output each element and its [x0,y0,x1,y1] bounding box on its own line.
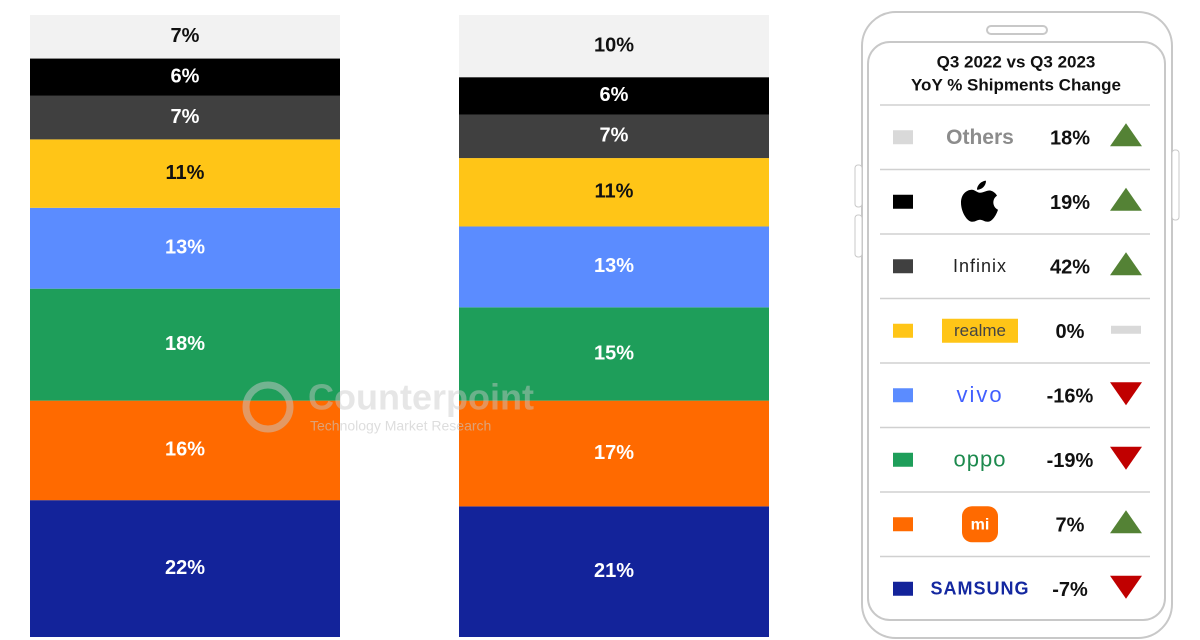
yoy-change: -19% [1047,450,1094,472]
yoy-change: 19% [1050,192,1090,214]
value-label: 21% [594,560,634,582]
value-label: 13% [165,237,205,259]
bar-segment [30,207,340,289]
bar-segment [30,95,340,140]
trend-up [1110,252,1142,276]
value-label: 7% [171,25,200,47]
trend-down [1110,382,1142,406]
bar-segment [30,500,340,637]
bar-segment [30,288,340,401]
value-label: 11% [595,181,634,203]
yoy-change: 18% [1050,128,1090,150]
trend-up [1110,510,1142,534]
bar-segment [459,307,769,401]
legend-swatch [893,194,913,209]
brand-name: Infinix [953,256,1007,276]
trend-up [1110,187,1142,211]
value-label: 7% [600,125,629,147]
yoy-change: 42% [1050,257,1090,279]
trend-flat [1111,325,1141,334]
yoy-change: -16% [1047,386,1094,408]
bar-segment [459,506,769,637]
bar-segment [459,15,769,78]
value-label: 18% [165,333,205,355]
value-label: 16% [165,439,205,461]
brand-badge [942,318,1018,343]
trend-down [1110,446,1142,470]
legend-swatch [893,581,913,596]
trend-up [1110,123,1142,147]
phone-speaker [986,25,1048,35]
legend-swatch [893,130,913,145]
value-label: 6% [171,65,200,87]
phone-button [854,164,863,208]
bar-segment [459,114,769,159]
bar-segment [30,15,340,59]
phone-button [1171,149,1180,221]
legend-swatch [893,259,913,274]
value-label: 11% [166,162,205,184]
value-label: 7% [171,106,200,128]
trend-down [1110,575,1142,599]
bar-segment [30,58,340,96]
value-label: 6% [600,84,629,106]
bar-segment [459,226,769,308]
value-label: 22% [165,557,205,579]
brand-name: oppo [954,447,1007,472]
brand-name: realme [954,321,1006,340]
bar-segment [30,139,340,208]
legend-swatch [893,452,913,467]
value-label: 15% [594,342,634,364]
brand-name: SAMSUNG [930,579,1029,599]
legend-swatch [893,388,913,403]
yoy-change: 0% [1056,321,1085,343]
brand-badge [962,506,998,543]
brand-name: vivo [956,382,1003,407]
watermark-logo [242,381,294,433]
panel-title: Q3 2022 vs Q3 2023 [937,52,1096,71]
phone-button [854,214,863,258]
yoy-change: 7% [1056,515,1085,537]
watermark-name: Counterpoint [308,377,534,418]
yoy-change: -7% [1052,579,1088,601]
brand-name: mi [971,516,990,533]
value-label: 17% [594,442,634,464]
brand-logo [961,180,998,222]
value-label: 10% [594,34,634,56]
value-label: 13% [594,255,634,277]
legend-swatch [893,517,913,532]
panel-title: YoY % Shipments Change [911,75,1121,94]
bar-segment [459,400,769,507]
bar-segment [459,158,769,227]
brand-name: Others [946,126,1014,149]
bar-segment [459,77,769,115]
watermark-tagline: Technology Market Research [310,418,491,434]
legend-swatch [893,323,913,338]
